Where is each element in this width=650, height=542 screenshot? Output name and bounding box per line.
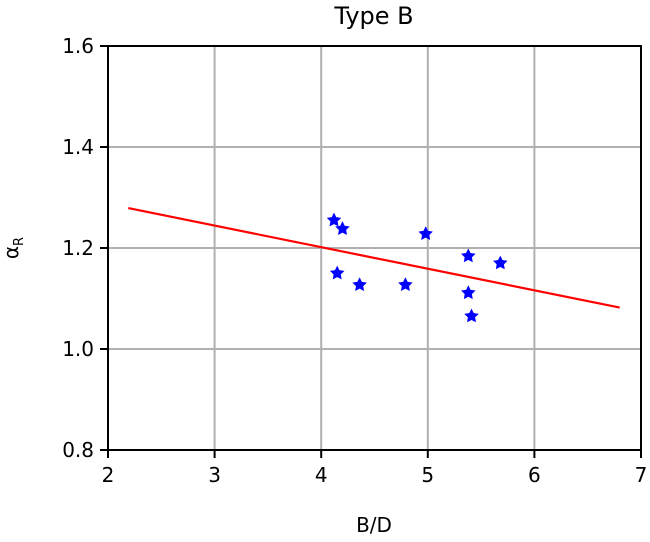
x-tick-label: 3 (208, 463, 221, 487)
data-point-star (461, 285, 476, 300)
data-point-star (326, 212, 342, 227)
y-tick-label: 1.6 (62, 34, 94, 58)
data-point-star (461, 248, 476, 263)
data-points (326, 212, 508, 323)
svg-text:αR: αR (0, 237, 27, 259)
x-tick-label: 5 (421, 463, 434, 487)
y-tick-label: 0.8 (62, 438, 94, 462)
y-tick-label: 1.4 (62, 135, 94, 159)
fit-line (128, 207, 620, 309)
x-tick-label: 4 (315, 463, 328, 487)
grid-lines (107, 45, 642, 451)
y-axis-ticks: 0.8 1.0 1.2 1.4 1.6 (62, 34, 108, 462)
y-tick-label: 1.2 (62, 236, 94, 260)
data-point-star (352, 277, 367, 292)
data-point-star (335, 221, 350, 236)
x-tick-label: 7 (635, 463, 648, 487)
x-tick-label: 2 (102, 463, 115, 487)
data-point-star (493, 255, 508, 270)
x-tick-label: 6 (528, 463, 541, 487)
y-tick-label: 1.0 (62, 337, 94, 361)
data-point-star (329, 265, 345, 280)
data-point-star (398, 277, 413, 292)
x-axis-ticks: 2 3 4 5 6 7 (102, 450, 648, 487)
x-axis-label: B/D (356, 513, 392, 537)
data-point-star (418, 226, 433, 241)
y-axis-label: αR (0, 237, 27, 259)
chart-title: Type B (333, 2, 413, 30)
data-point-star (464, 308, 479, 323)
